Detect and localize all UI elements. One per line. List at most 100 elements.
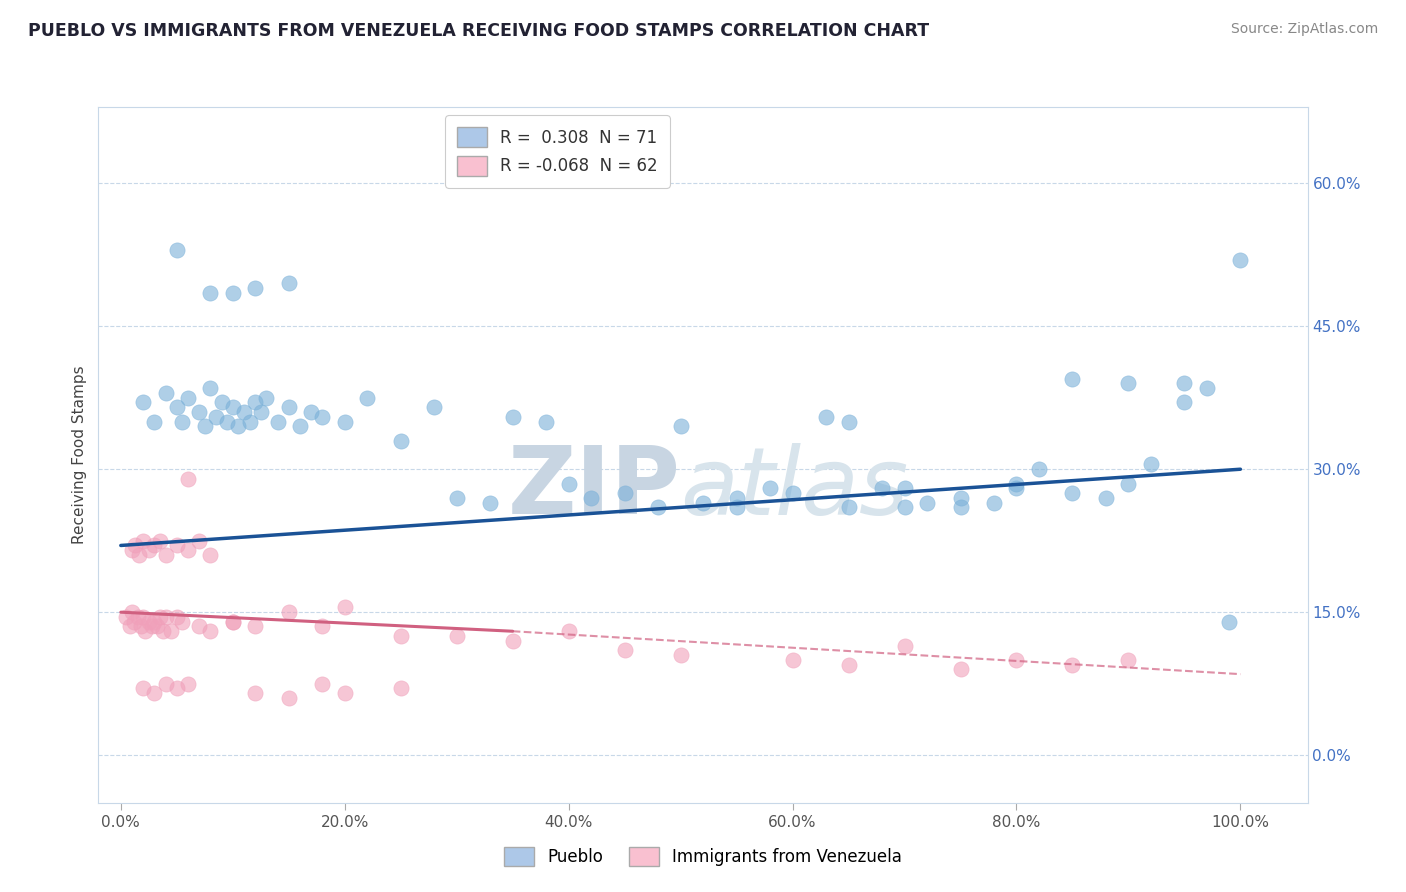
Point bbox=[893, 481, 915, 495]
Point bbox=[122, 615, 145, 629]
Point bbox=[536, 415, 558, 429]
Point bbox=[1140, 458, 1163, 472]
Point bbox=[725, 500, 748, 515]
Point bbox=[423, 401, 446, 415]
Point bbox=[249, 405, 271, 419]
Point bbox=[949, 662, 972, 676]
Point bbox=[155, 676, 177, 690]
Point bbox=[838, 500, 860, 515]
Point bbox=[277, 605, 299, 619]
Point bbox=[502, 633, 524, 648]
Point bbox=[949, 500, 972, 515]
Point bbox=[188, 533, 211, 548]
Point bbox=[172, 615, 194, 629]
Point bbox=[1062, 657, 1084, 672]
Point bbox=[647, 500, 669, 515]
Legend: R =  0.308  N = 71, R = -0.068  N = 62: R = 0.308 N = 71, R = -0.068 N = 62 bbox=[446, 115, 669, 187]
Point bbox=[692, 495, 714, 509]
Point bbox=[1118, 653, 1140, 667]
Point bbox=[333, 415, 356, 429]
Point bbox=[155, 386, 177, 401]
Point bbox=[1028, 462, 1050, 476]
Point bbox=[129, 619, 152, 633]
Point bbox=[172, 415, 194, 429]
Point bbox=[333, 686, 356, 700]
Point bbox=[141, 619, 163, 633]
Point bbox=[669, 648, 692, 662]
Point bbox=[759, 481, 782, 495]
Point bbox=[299, 405, 322, 419]
Point bbox=[1118, 376, 1140, 391]
Point bbox=[893, 639, 915, 653]
Point bbox=[205, 409, 228, 424]
Point bbox=[166, 539, 188, 553]
Point bbox=[145, 619, 167, 633]
Point bbox=[1005, 653, 1028, 667]
Point bbox=[579, 491, 602, 505]
Point bbox=[1218, 615, 1240, 629]
Point bbox=[1005, 481, 1028, 495]
Point bbox=[669, 419, 692, 434]
Point bbox=[356, 391, 378, 405]
Point bbox=[166, 681, 188, 696]
Point bbox=[838, 415, 860, 429]
Point bbox=[166, 243, 188, 257]
Point bbox=[557, 476, 579, 491]
Point bbox=[815, 409, 838, 424]
Point bbox=[277, 401, 299, 415]
Point bbox=[127, 610, 149, 624]
Point bbox=[149, 610, 172, 624]
Point bbox=[132, 395, 155, 409]
Point bbox=[222, 401, 245, 415]
Point bbox=[389, 629, 412, 643]
Point bbox=[557, 624, 579, 639]
Point bbox=[277, 277, 299, 291]
Point bbox=[177, 543, 200, 558]
Point bbox=[124, 539, 146, 553]
Point bbox=[389, 681, 412, 696]
Point bbox=[613, 643, 636, 657]
Point bbox=[266, 415, 288, 429]
Point bbox=[1118, 476, 1140, 491]
Point bbox=[222, 615, 245, 629]
Point bbox=[128, 548, 150, 562]
Point bbox=[725, 491, 748, 505]
Point bbox=[893, 500, 915, 515]
Point bbox=[121, 543, 143, 558]
Point bbox=[288, 419, 311, 434]
Point bbox=[838, 657, 860, 672]
Point bbox=[194, 419, 217, 434]
Point bbox=[239, 415, 262, 429]
Point bbox=[121, 605, 143, 619]
Point bbox=[479, 495, 502, 509]
Point bbox=[152, 624, 174, 639]
Point bbox=[1095, 491, 1118, 505]
Text: Source: ZipAtlas.com: Source: ZipAtlas.com bbox=[1230, 22, 1378, 37]
Point bbox=[143, 415, 166, 429]
Point bbox=[143, 539, 166, 553]
Point bbox=[1005, 476, 1028, 491]
Point bbox=[243, 395, 266, 409]
Point bbox=[222, 285, 245, 300]
Point bbox=[132, 681, 155, 696]
Point bbox=[177, 676, 200, 690]
Point bbox=[188, 619, 211, 633]
Point bbox=[1062, 486, 1084, 500]
Y-axis label: Receiving Food Stamps: Receiving Food Stamps bbox=[72, 366, 87, 544]
Point bbox=[143, 686, 166, 700]
Point bbox=[166, 401, 188, 415]
Point bbox=[613, 486, 636, 500]
Point bbox=[138, 615, 160, 629]
Point bbox=[243, 281, 266, 295]
Point bbox=[446, 629, 468, 643]
Point bbox=[134, 624, 156, 639]
Point bbox=[311, 409, 333, 424]
Point bbox=[177, 391, 200, 405]
Legend: Pueblo, Immigrants from Venezuela: Pueblo, Immigrants from Venezuela bbox=[496, 838, 910, 875]
Point bbox=[446, 491, 468, 505]
Point bbox=[1195, 381, 1218, 395]
Point bbox=[200, 548, 222, 562]
Point bbox=[1229, 252, 1251, 267]
Point bbox=[983, 495, 1005, 509]
Point bbox=[1062, 372, 1084, 386]
